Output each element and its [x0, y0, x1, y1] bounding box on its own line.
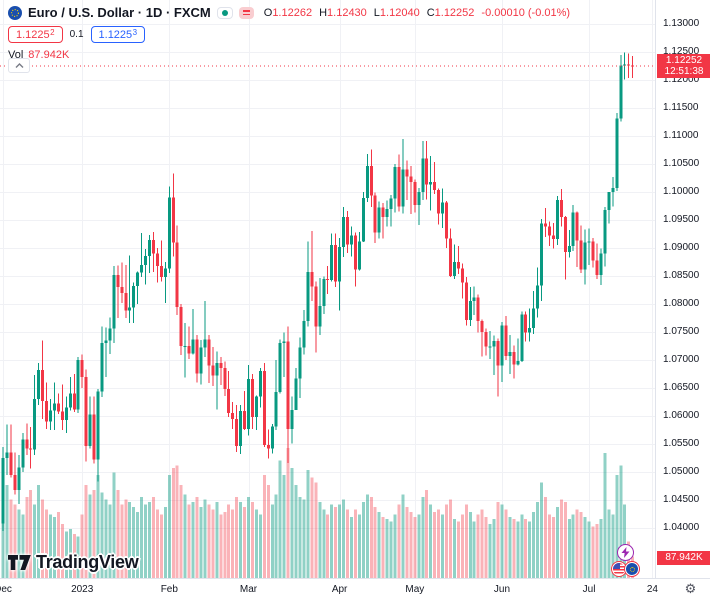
buy-button[interactable]: 1.1225 3 [90, 26, 146, 43]
time-tick-label: Jul [582, 584, 596, 595]
price-tick-label: 1.07500 [663, 326, 700, 337]
price-tick-label: 1.11500 [663, 102, 699, 113]
price-tick-label: 1.11000 [663, 130, 699, 141]
price-tick-label: 1.10500 [663, 158, 700, 169]
collapse-legend-button[interactable] [8, 58, 30, 73]
volume-value: 87.942K [28, 49, 70, 61]
spread-value: 0.1 [69, 29, 84, 40]
market-open-status-icon[interactable] [216, 6, 233, 19]
axis-settings-gear-icon[interactable]: ⚙ [684, 582, 697, 597]
ohlc-values: O1.12262 H1.12430 L1.12040 C1.12252 -0.0… [263, 6, 571, 19]
price-tick-label: 1.12500 [663, 46, 700, 57]
sell-button[interactable]: 1.1225 2 [8, 26, 63, 43]
time-tick-label: Feb [160, 584, 178, 595]
price-tick-label: 1.04500 [663, 494, 700, 505]
price-tick-label: 1.05500 [663, 438, 700, 449]
current-price-value: 1.12252 [665, 54, 703, 66]
time-tick-label: Apr [331, 584, 348, 595]
symbol-title[interactable]: Euro / U.S. Dollar · 1D · FXCM [28, 5, 211, 20]
price-tick-label: 1.10000 [663, 186, 700, 197]
legend: Euro / U.S. Dollar · 1D · FXCM O1.12262 … [8, 4, 570, 61]
price-tick-label: 1.04000 [663, 522, 700, 533]
chevron-up-icon [15, 62, 23, 68]
price-tick-label: 1.06500 [663, 382, 700, 393]
price-tick-label: 1.05000 [663, 466, 700, 477]
price-tick-label: 1.06000 [663, 410, 700, 421]
lightning-icon [621, 547, 630, 558]
delayed-data-icon[interactable] [238, 6, 254, 19]
price-tick-label: 1.09000 [663, 242, 700, 253]
time-axis[interactable]: Dec 2023 Feb Mar Apr May Jun Jul 24 [0, 578, 710, 600]
time-tick-label: 24 [646, 584, 658, 595]
symbol-logo-eu-flag-icon [8, 5, 22, 20]
time-tick-label: 2023 [71, 584, 94, 595]
price-tick-label: 1.08500 [663, 270, 700, 281]
time-tick-label: Mar [239, 584, 258, 595]
price-tick-label: 1.08000 [663, 298, 700, 309]
economic-event-bolt-icon[interactable] [617, 544, 634, 561]
price-tick-label: 1.07000 [663, 354, 700, 365]
time-tick-label: Dec [0, 584, 12, 595]
price-tick-label: 1.12000 [663, 74, 700, 85]
economic-event-eu-flag-icon[interactable] [624, 561, 640, 577]
time-tick-label: Jun [493, 584, 511, 595]
current-volume-badge: 87.942K [657, 551, 710, 565]
time-tick-label: May [405, 584, 425, 595]
chart-pane[interactable]: Euro / U.S. Dollar · 1D · FXCM O1.12262 … [0, 0, 655, 578]
change-value: -0.00010 (-0.01%) [481, 6, 571, 19]
chart-canvas[interactable] [0, 0, 655, 578]
price-tick-label: 1.09500 [663, 214, 700, 225]
bar-countdown-timer: 12:51:38 [664, 65, 704, 77]
price-tick-label: 1.13000 [663, 18, 700, 29]
price-axis[interactable]: 1.12252 12:51:38 87.942K 1.13000 1.12500 1… [655, 0, 710, 578]
current-price-badge: 1.12252 12:51:38 [657, 53, 710, 78]
